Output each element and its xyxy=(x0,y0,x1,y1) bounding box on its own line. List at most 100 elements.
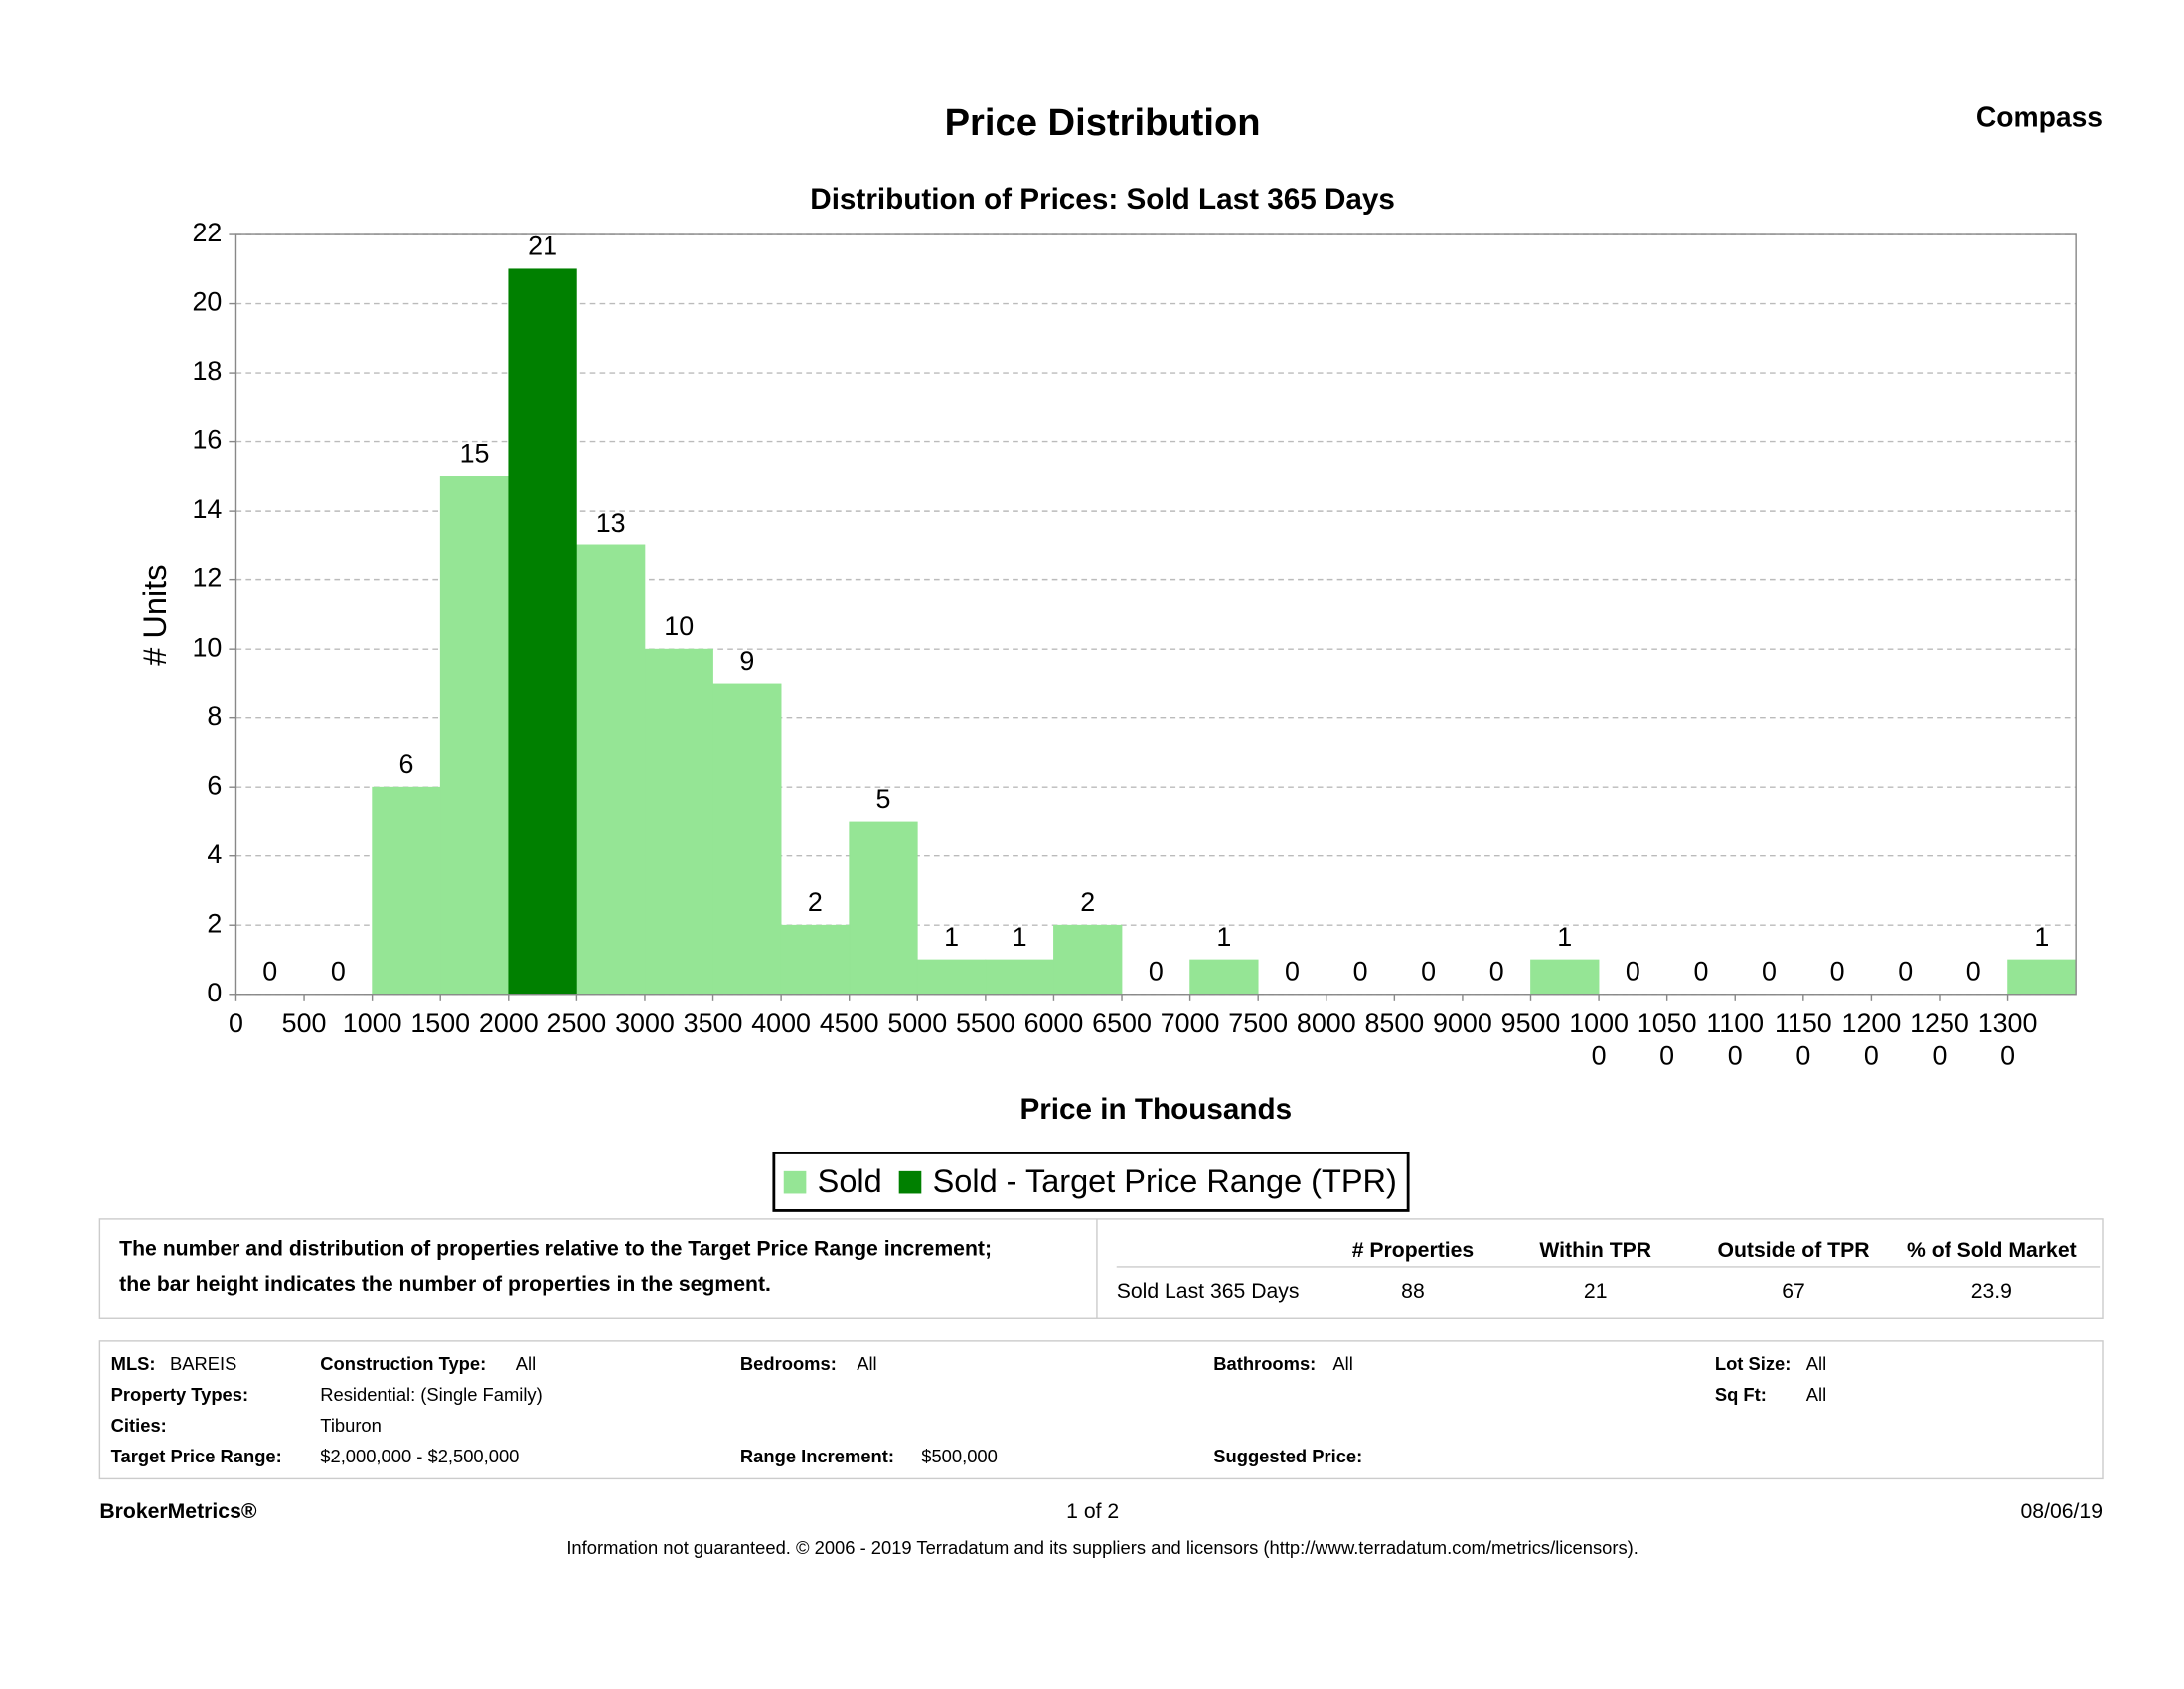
legend-swatch xyxy=(783,1170,807,1194)
x-axis-label: Price in Thousands xyxy=(1019,1093,1292,1126)
criteria-value: Residential: (Single Family) xyxy=(320,1384,542,1405)
x-tick-label: 1300 0 xyxy=(1978,1008,2038,1071)
bar xyxy=(849,821,918,996)
x-tick-label: 2000 xyxy=(479,1008,539,1038)
bar xyxy=(1189,959,1259,996)
value-label: 0 xyxy=(1966,957,1981,987)
bar xyxy=(916,959,987,996)
criteria-value: $2,000,000 - $2,500,000 xyxy=(320,1446,519,1466)
x-tick-label: 1050 0 xyxy=(1638,1008,1697,1071)
criteria-label: Range Increment: xyxy=(740,1446,894,1466)
x-tick-label: 3000 xyxy=(615,1008,675,1038)
x-tick-label: 8000 xyxy=(1297,1008,1356,1038)
criteria-value: All xyxy=(1806,1353,1826,1374)
legend-label: Sold xyxy=(818,1163,882,1199)
y-tick-label: 4 xyxy=(207,840,222,869)
criteria-value: Tiburon xyxy=(320,1415,382,1436)
page-title: Price Distribution xyxy=(945,101,1261,144)
value-label: 0 xyxy=(262,957,277,987)
y-tick-label: 2 xyxy=(207,908,222,938)
value-label: 21 xyxy=(528,231,557,261)
value-label: 0 xyxy=(1421,957,1436,987)
criteria-label: Bathrooms: xyxy=(1213,1353,1316,1374)
x-tick-label: 1000 xyxy=(343,1008,402,1038)
x-tick-label: 9000 xyxy=(1433,1008,1492,1038)
criteria-value: $500,000 xyxy=(921,1446,998,1466)
description: the bar height indicates the number of p… xyxy=(119,1273,771,1296)
footer-brand: BrokerMetrics® xyxy=(99,1500,256,1523)
legend-label: Sold - Target Price Range (TPR) xyxy=(933,1163,1397,1199)
cell: 21 xyxy=(1584,1280,1608,1303)
bar xyxy=(508,268,577,996)
x-tick-label: 1000 0 xyxy=(1569,1008,1629,1071)
x-tick-label: 5000 xyxy=(887,1008,947,1038)
value-label: 6 xyxy=(398,749,413,779)
value-label: 0 xyxy=(1626,957,1640,987)
x-tick-label: 4500 xyxy=(820,1008,879,1038)
value-label: 13 xyxy=(596,508,626,537)
criteria-label: Property Types: xyxy=(111,1384,248,1405)
value-label: 1 xyxy=(2034,922,2049,952)
x-tick-label: 3500 xyxy=(684,1008,743,1038)
criteria-label: Sq Ft: xyxy=(1715,1384,1767,1405)
bar xyxy=(712,683,782,996)
description: The number and distribution of propertie… xyxy=(119,1238,992,1261)
value-label: 0 xyxy=(1489,957,1504,987)
y-tick-label: 18 xyxy=(192,356,222,385)
value-label: 0 xyxy=(1149,957,1164,987)
criteria-value: All xyxy=(516,1353,536,1374)
summary-box xyxy=(98,1218,2104,1319)
x-tick-label: 7000 xyxy=(1161,1008,1220,1038)
x-tick-label: 500 xyxy=(282,1008,327,1038)
value-label: 0 xyxy=(1285,957,1300,987)
bar xyxy=(372,786,441,996)
y-tick-label: 20 xyxy=(192,287,222,317)
value-label: 10 xyxy=(664,611,694,641)
y-tick-label: 6 xyxy=(207,770,222,800)
value-label: 9 xyxy=(739,646,754,676)
y-tick-label: 8 xyxy=(207,701,222,731)
plot-border xyxy=(234,233,2077,996)
criteria-value: All xyxy=(1332,1353,1352,1374)
x-tick-label: 9500 xyxy=(1501,1008,1561,1038)
criteria-label: Construction Type: xyxy=(320,1353,486,1374)
date: 08/06/19 xyxy=(2021,1500,2103,1523)
x-tick-label: 1100 0 xyxy=(1706,1008,1764,1071)
y-tick-label: 16 xyxy=(192,425,222,455)
criteria-value: BAREIS xyxy=(170,1353,236,1374)
y-tick-label: 14 xyxy=(192,494,222,524)
cell: 88 xyxy=(1401,1280,1425,1303)
value-label: 0 xyxy=(1353,957,1368,987)
value-label: 1 xyxy=(1557,922,1572,952)
bar xyxy=(2007,959,2077,996)
x-tick-label: 1500 xyxy=(410,1008,470,1038)
bar xyxy=(576,544,646,996)
cell: 67 xyxy=(1782,1280,1805,1303)
value-label: 2 xyxy=(1080,887,1095,917)
criteria-label: Bedrooms: xyxy=(740,1353,837,1374)
x-tick-label: 0 xyxy=(229,1008,243,1038)
x-tick-label: 4000 xyxy=(751,1008,811,1038)
cell: 23.9 xyxy=(1971,1280,2012,1303)
value-label: 1 xyxy=(944,922,959,952)
y-tick-label: 12 xyxy=(192,563,222,593)
criteria-value: All xyxy=(1806,1384,1826,1405)
x-tick-label: 6500 xyxy=(1092,1008,1152,1038)
x-tick-label: 1150 0 xyxy=(1775,1008,1832,1071)
y-axis-label: # Units xyxy=(137,565,173,666)
x-tick-label: 7500 xyxy=(1228,1008,1288,1038)
value-label: 1 xyxy=(1013,922,1027,952)
criteria-label: Cities: xyxy=(111,1415,167,1436)
x-tick-label: 8500 xyxy=(1364,1008,1424,1038)
bar xyxy=(985,959,1054,996)
legend-box xyxy=(772,1152,1410,1212)
criteria-box xyxy=(98,1340,2104,1480)
page-number: 1 of 2 xyxy=(1066,1500,1119,1523)
bar xyxy=(780,924,851,996)
x-tick-label: 1200 0 xyxy=(1842,1008,1902,1071)
bar xyxy=(1530,959,1600,996)
y-tick-label: 22 xyxy=(192,218,222,247)
value-label: 0 xyxy=(1830,957,1845,987)
value-label: 0 xyxy=(1762,957,1777,987)
value-label: 1 xyxy=(1216,922,1231,952)
